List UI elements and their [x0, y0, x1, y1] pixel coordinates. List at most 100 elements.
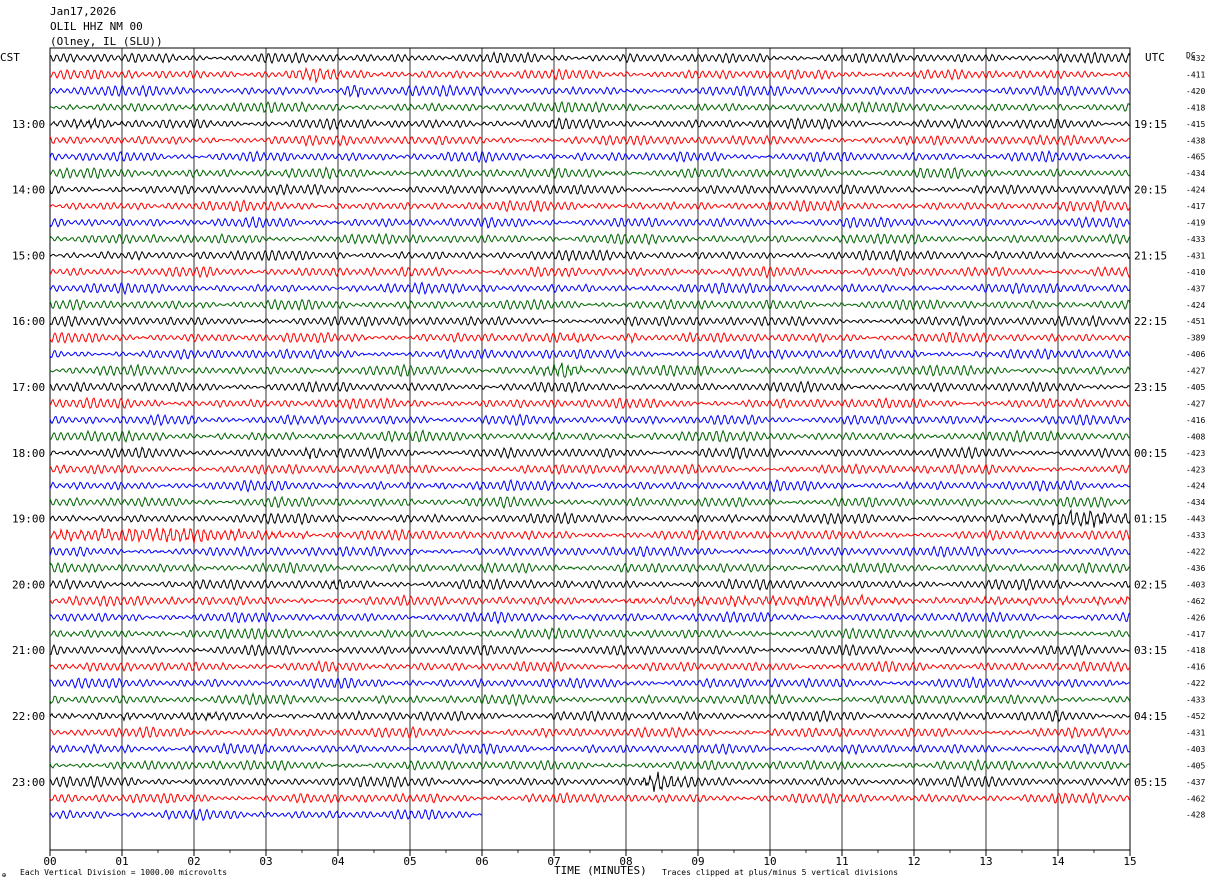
dc-offset-value: -422 — [1186, 548, 1205, 557]
dc-offset-value: -422 — [1186, 679, 1205, 688]
trace-row — [49, 527, 1131, 544]
trace-row — [49, 726, 1131, 740]
local-time-label: 17:00 — [12, 381, 45, 394]
dc-offset-value: -432 — [1186, 54, 1205, 63]
dc-offset-value: -389 — [1186, 334, 1205, 343]
utc-time-label: 03:15 — [1134, 644, 1167, 657]
dc-offset-value: -427 — [1186, 399, 1205, 408]
utc-time-label: 19:15 — [1134, 118, 1167, 131]
dc-offset-value: -443 — [1186, 515, 1205, 524]
trace-row — [49, 66, 1131, 85]
trace-row — [49, 166, 1131, 180]
utc-time-label: 23:15 — [1134, 381, 1167, 394]
trace-row — [49, 791, 1131, 805]
trace-row — [49, 100, 1131, 114]
x-tick-label: 12 — [907, 855, 920, 868]
trace-row — [49, 413, 1131, 427]
dc-offset-value: -451 — [1186, 317, 1205, 326]
utc-time-label: 05:15 — [1134, 776, 1167, 789]
x-axis-label: TIME (MINUTES) — [554, 864, 647, 877]
left-timezone-label: CST — [0, 51, 20, 64]
x-tick-label: 10 — [763, 855, 776, 868]
trace-row — [49, 249, 1131, 263]
local-time-label: 14:00 — [12, 184, 45, 197]
dc-offset-value: -417 — [1186, 630, 1205, 639]
dc-offset-value: -418 — [1186, 103, 1205, 112]
dc-offset-value: -419 — [1186, 219, 1205, 228]
utc-time-label: 20:15 — [1134, 184, 1167, 197]
dc-offset-value: -433 — [1186, 235, 1205, 244]
x-tick-label: 02 — [187, 855, 200, 868]
utc-time-label: 21:15 — [1134, 249, 1167, 262]
scale-note: Each Vertical Division = 1000.00 microvo… — [20, 868, 227, 877]
trace-row — [49, 149, 1131, 164]
x-tick-label: 00 — [43, 855, 56, 868]
dc-offset-value: -403 — [1186, 745, 1205, 754]
dc-offset-value: -431 — [1186, 728, 1205, 737]
dc-offset-value: -434 — [1186, 169, 1205, 178]
seismic-traces — [49, 51, 1131, 822]
trace-row — [49, 347, 1131, 361]
dc-offset-value: -418 — [1186, 646, 1205, 655]
dc-offset-value: -427 — [1186, 367, 1205, 376]
dc-offset-value: -405 — [1186, 383, 1205, 392]
dc-offset-value: -465 — [1186, 153, 1205, 162]
trace-row — [49, 429, 1130, 443]
dc-offset-value: -416 — [1186, 663, 1205, 672]
dc-offset-value: -436 — [1186, 564, 1205, 573]
x-tick-label: 06 — [475, 855, 488, 868]
chart-labels: 00 01 02 03 04 05 06 07 08 09 10 11 12 13 14 15 -432 -411… — [12, 54, 1205, 868]
utc-time-label: 01:15 — [1134, 513, 1167, 526]
x-tick-label: 09 — [691, 855, 704, 868]
dc-offset-value: -431 — [1186, 251, 1205, 260]
dc-offset-value: -437 — [1186, 284, 1205, 293]
trace-row — [49, 199, 1131, 213]
local-time-label: 16:00 — [12, 315, 45, 328]
trace-row — [49, 183, 1131, 196]
local-time-label: 22:00 — [12, 710, 45, 723]
clip-note: Traces clipped at plus/minus 5 vertical … — [662, 868, 898, 877]
header-station: OLIL HHZ NM 00 — [50, 20, 143, 33]
trace-row — [50, 116, 1131, 131]
trace-row — [49, 545, 1131, 558]
dc-offset-value: -415 — [1186, 120, 1205, 129]
dc-offset-value: -420 — [1186, 87, 1205, 96]
trace-row — [49, 298, 1131, 312]
dc-offset-value: -408 — [1186, 432, 1205, 441]
dc-offset-value: -426 — [1186, 613, 1205, 622]
trace-row — [49, 709, 1131, 723]
right-timezone-label: UTC — [1145, 51, 1165, 64]
trace-row — [49, 380, 1131, 394]
trace-row — [49, 593, 1131, 608]
trace-row — [49, 396, 1131, 410]
trace-row — [49, 463, 1131, 476]
trace-row — [49, 281, 1131, 296]
dc-offset-value: -403 — [1186, 580, 1205, 589]
x-tick-label: 14 — [1051, 855, 1065, 868]
dc-offset-value: -406 — [1186, 350, 1205, 359]
x-tick-label: 15 — [1123, 855, 1136, 868]
x-tick-label: 03 — [259, 855, 272, 868]
dc-offset-value: -452 — [1186, 712, 1205, 721]
utc-time-label: 00:15 — [1134, 447, 1167, 460]
dc-offset-value: -424 — [1186, 186, 1205, 195]
local-time-label: 23:00 — [12, 776, 45, 789]
dc-offset-value: -405 — [1186, 761, 1205, 770]
trace-row — [49, 577, 1131, 592]
trace-row — [49, 675, 1131, 690]
trace-row — [49, 643, 1131, 658]
x-tick-label: 11 — [835, 855, 848, 868]
local-time-label: 18:00 — [12, 447, 45, 460]
trace-row — [49, 445, 1131, 461]
dc-offset-value: -433 — [1186, 696, 1205, 705]
local-time-label: 20:00 — [12, 578, 45, 591]
trace-row — [49, 771, 1131, 792]
local-time-label: 21:00 — [12, 644, 45, 657]
dc-offset-value: -410 — [1186, 268, 1205, 277]
dc-offset-value: -433 — [1186, 531, 1205, 540]
trace-row — [49, 659, 1131, 673]
trace-row — [49, 495, 1131, 510]
x-tick-label: 05 — [403, 855, 416, 868]
x-tick-label: 07 — [547, 855, 560, 868]
